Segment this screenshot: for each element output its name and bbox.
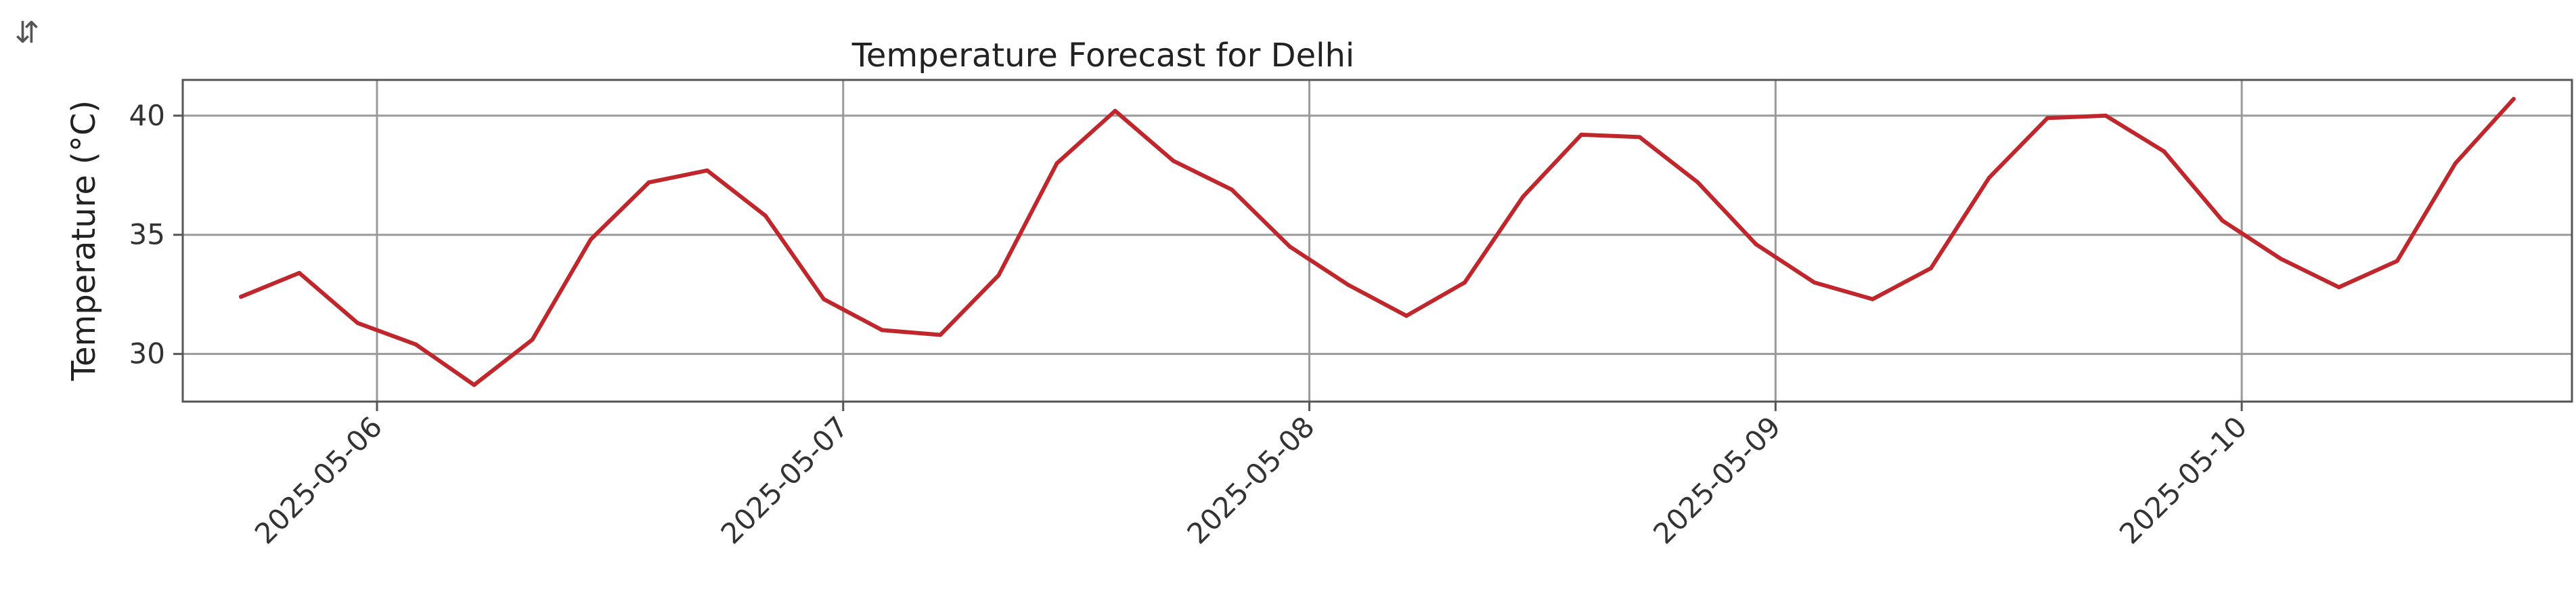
temperature-point <box>2395 259 2399 263</box>
y-tick-label: 40 <box>129 99 165 132</box>
temperature-point <box>2336 285 2341 290</box>
temperature-point <box>1287 244 1292 249</box>
temperature-point <box>414 342 418 347</box>
temperature-point <box>297 271 302 275</box>
temperature-point <box>938 333 943 337</box>
x-tick-label: 2025-05-08 <box>1180 410 1320 550</box>
temperature-point <box>1579 132 1584 137</box>
temperature-point <box>1463 280 1467 285</box>
y-tick-label: 30 <box>129 337 165 370</box>
temperature-point <box>822 297 826 301</box>
temperature-point <box>2045 116 2050 121</box>
x-tick-label: 2025-05-09 <box>1647 410 1787 550</box>
temperature-point <box>1987 175 1992 180</box>
temperature-point <box>1171 158 1176 163</box>
temperature-point <box>239 295 244 299</box>
y-tick-label: 35 <box>129 218 165 251</box>
y-axis-label: Temperature (°C) <box>65 100 103 381</box>
x-tick-label: 2025-05-06 <box>248 410 388 550</box>
temperature-point <box>2104 113 2108 118</box>
series-group <box>239 97 2516 387</box>
temperature-point <box>1754 242 1758 247</box>
temperature-point <box>530 337 535 342</box>
temperature-point <box>646 180 651 185</box>
temperature-series-line <box>239 97 2516 387</box>
temperature-point <box>2453 161 2458 166</box>
temperature-point <box>2511 97 2516 102</box>
temperature-point <box>705 168 709 173</box>
temperature-point <box>2220 218 2225 223</box>
grid-lines <box>183 80 2572 402</box>
plot-area-frame <box>181 79 2573 403</box>
temperature-point <box>355 320 360 325</box>
temperature-point <box>1695 180 1700 185</box>
temperature-point <box>763 213 768 218</box>
x-tick-label: 2025-05-10 <box>2113 410 2253 550</box>
temperature-point <box>880 328 885 333</box>
chart-title: Temperature Forecast for Delhi <box>851 37 1355 74</box>
temperature-point <box>1346 282 1350 287</box>
temperature-point <box>996 273 1001 278</box>
temperature-point <box>472 383 476 387</box>
temperature-point <box>1054 161 1059 166</box>
adjust-icon[interactable]: ⇵ <box>14 15 40 50</box>
temperature-point <box>1404 314 1409 318</box>
temperature-point <box>1928 265 1933 270</box>
temperature-point <box>588 237 593 242</box>
x-tick-label: 2025-05-07 <box>715 410 855 550</box>
x-axis-ticks: 2025-05-06 2025-05-07 2025-05-08 2025-05-09… <box>248 402 2253 551</box>
temperature-point <box>1229 187 1234 192</box>
y-axis-ticks: 30 35 40 <box>129 99 183 370</box>
temperature-point <box>1812 280 1817 285</box>
temperature-point <box>1113 108 1117 113</box>
temperature-point <box>1521 194 1526 199</box>
temperature-point <box>1637 135 1642 140</box>
temperature-point <box>2278 256 2283 261</box>
temperature-point <box>2162 149 2167 154</box>
temperature-point <box>1870 297 1875 301</box>
